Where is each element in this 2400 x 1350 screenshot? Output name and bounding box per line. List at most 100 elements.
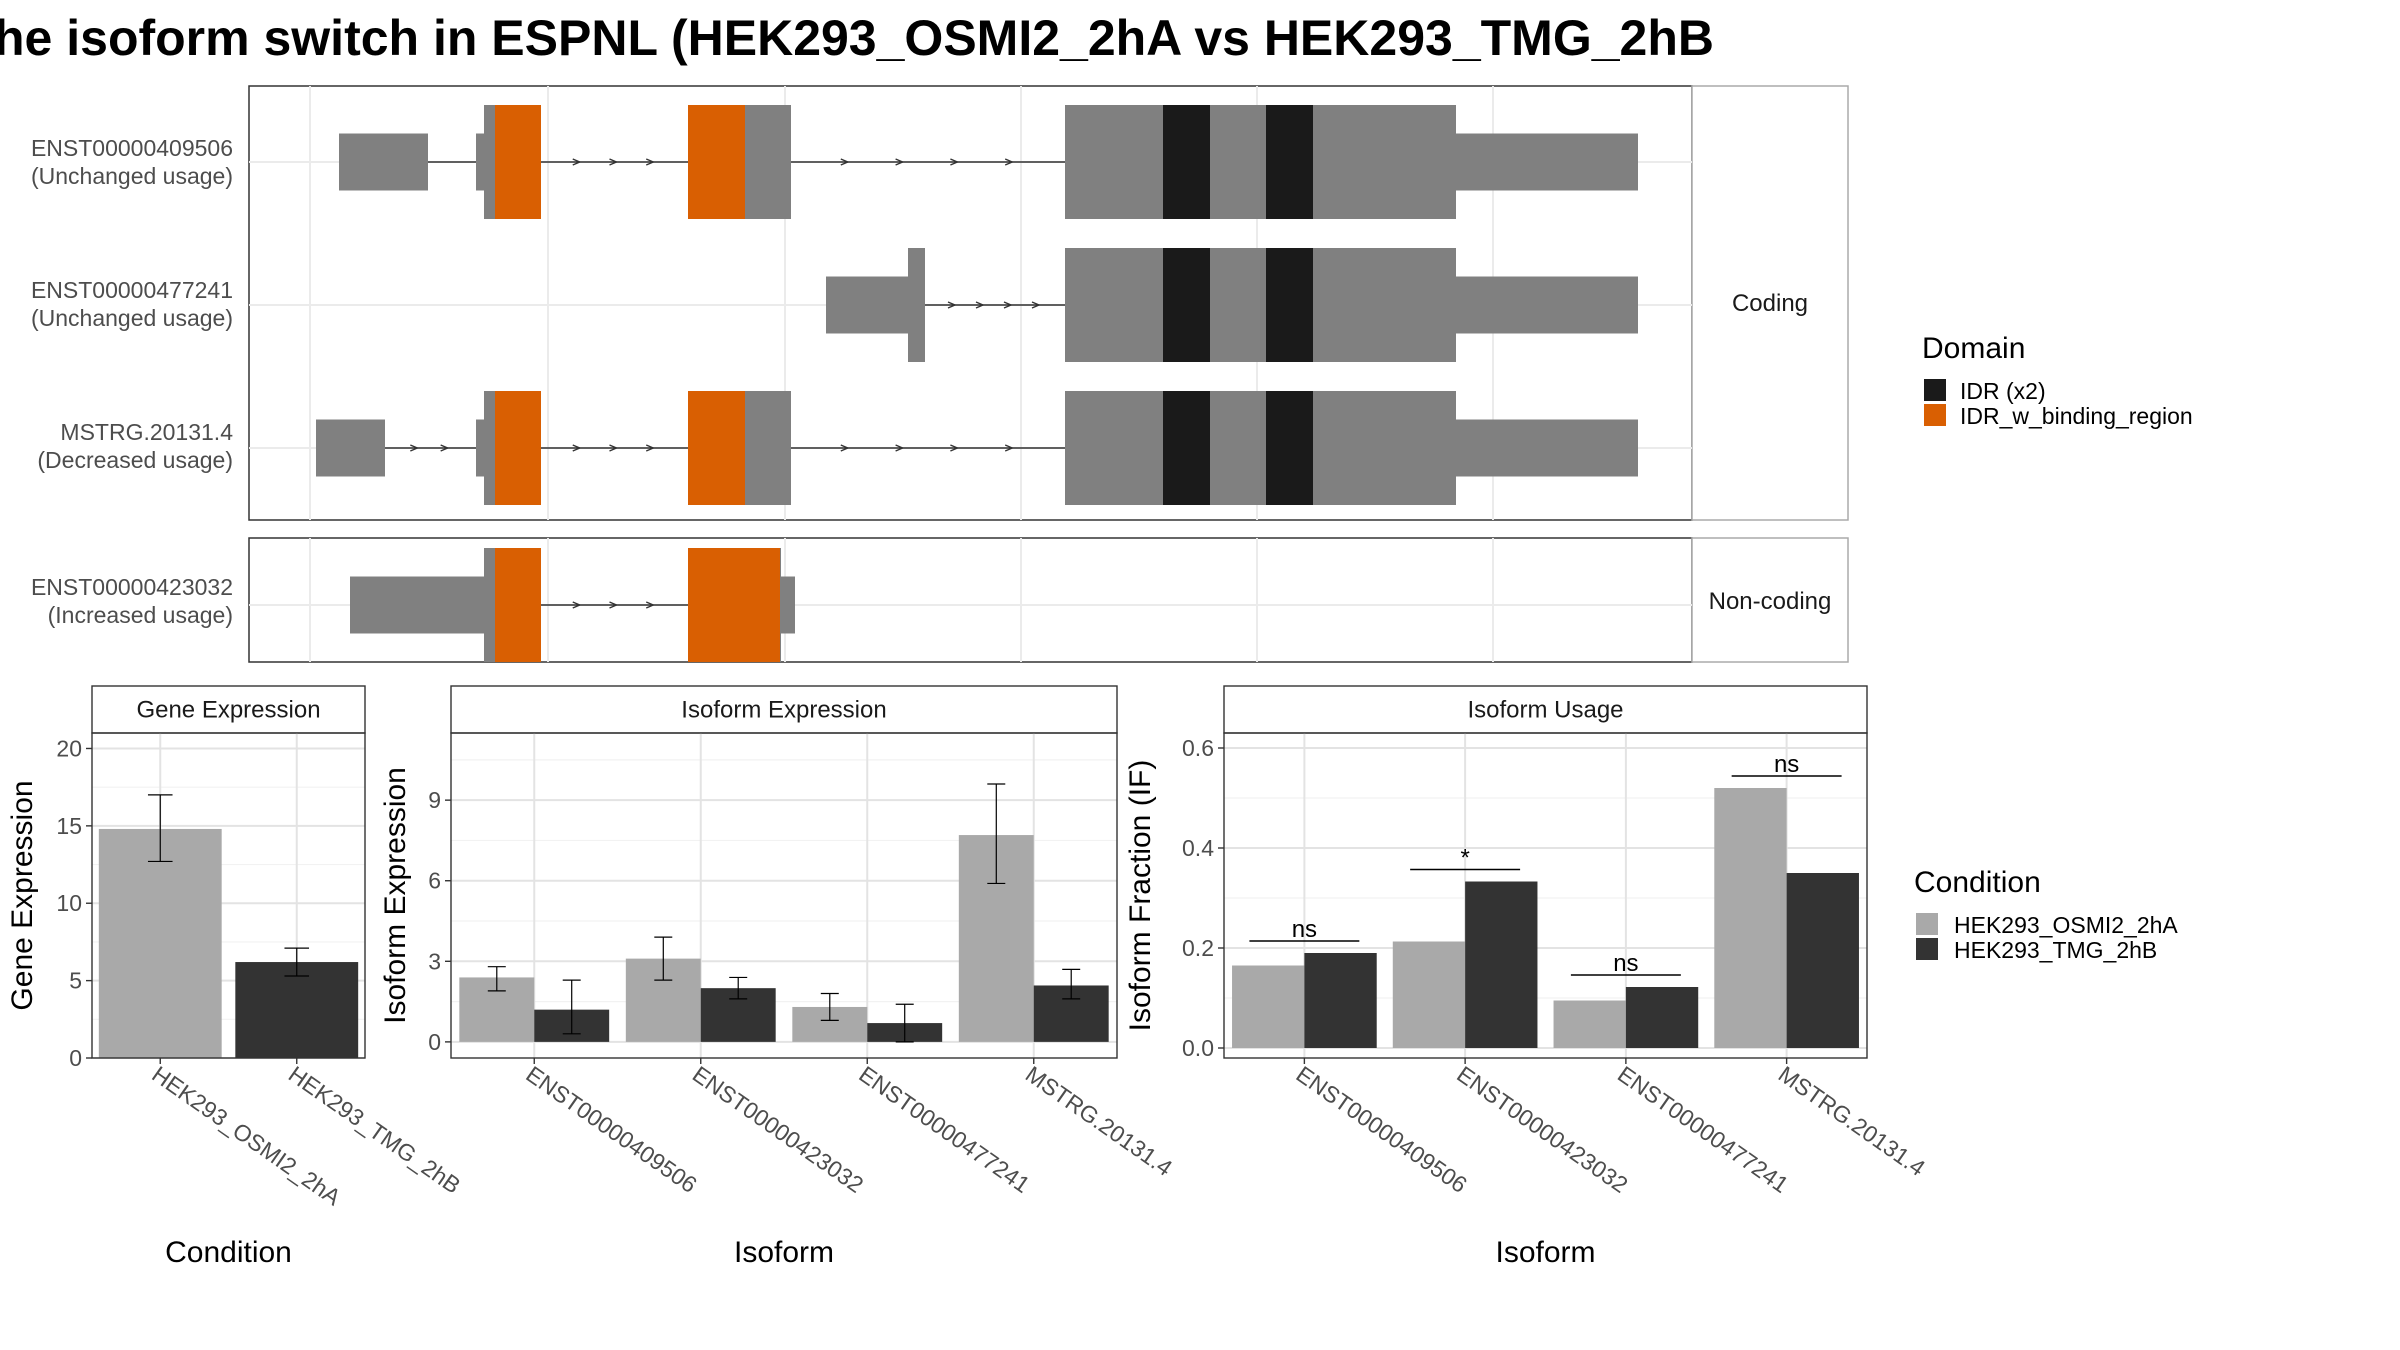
x-tick-label: ENST00000477241 bbox=[1613, 1061, 1793, 1198]
strand-arrow bbox=[609, 444, 619, 452]
domain-idr-binding bbox=[495, 391, 541, 505]
legend-label-idr-binding: IDR_w_binding_region bbox=[1960, 403, 2193, 429]
domain-idr bbox=[1266, 248, 1313, 362]
row-label-id: ENST00000423032 bbox=[31, 574, 233, 600]
strand-arrow bbox=[609, 158, 619, 166]
row-label-usage: (Increased usage) bbox=[48, 602, 233, 628]
bar bbox=[1465, 881, 1538, 1048]
exon-utr bbox=[1456, 419, 1638, 477]
strand-arrow bbox=[950, 158, 960, 166]
domain-idr-binding bbox=[495, 105, 541, 219]
strand-arrow bbox=[572, 158, 582, 166]
x-tick-label: ENST00000477241 bbox=[854, 1061, 1034, 1198]
strand-arrow bbox=[1004, 444, 1014, 452]
x-axis-title: Isoform bbox=[1495, 1236, 1595, 1269]
row-label-id: MSTRG.20131.4 bbox=[60, 419, 233, 445]
significance-label: * bbox=[1460, 845, 1469, 872]
transcript-structure-panels: Coding Non-coding ENST00000409506 (Uncha… bbox=[31, 85, 1849, 663]
strand-arrow bbox=[645, 158, 656, 166]
y-tick-label: 10 bbox=[56, 890, 82, 916]
legend-swatch-idr-binding bbox=[1924, 404, 1946, 426]
x-tick-label: MSTRG.20131.4 bbox=[1021, 1061, 1177, 1181]
structure-features bbox=[316, 105, 1638, 662]
x-tick-label: ENST00000423032 bbox=[1452, 1061, 1632, 1198]
domain-idr bbox=[1266, 391, 1313, 505]
y-tick-label: 3 bbox=[428, 948, 441, 974]
y-tick-label: 0 bbox=[428, 1029, 441, 1055]
y-axis-title: Isoform Fraction (IF) bbox=[1124, 760, 1157, 1032]
y-tick-label: 9 bbox=[428, 787, 441, 813]
facet-strip-title: Gene Expression bbox=[136, 697, 320, 724]
exon-cds bbox=[1065, 248, 1456, 362]
strand-arrow bbox=[645, 444, 656, 452]
facet-strip bbox=[450, 685, 1118, 734]
strand-arrow bbox=[947, 301, 957, 309]
domain-idr bbox=[1266, 105, 1313, 219]
legend-label-idr: IDR (x2) bbox=[1960, 378, 2046, 404]
y-tick-label: 0.6 bbox=[1182, 735, 1214, 761]
bar bbox=[1232, 965, 1305, 1048]
isoform-usage-chart: Isoform Usage ns * ns ns 0.0 0.2 0.4 0.6 ENST0000… bbox=[1124, 685, 1930, 1269]
panel-border bbox=[1223, 732, 1868, 1059]
legend-label-osmi2: HEK293_OSMI2_2hA bbox=[1954, 912, 2178, 938]
exon-utr bbox=[476, 133, 484, 191]
figure-title: he isoform switch in ESPNL (HEK293_OSMI2… bbox=[0, 10, 1714, 66]
domain-idr-binding bbox=[688, 548, 780, 662]
x-tick-label: ENST00000423032 bbox=[688, 1061, 868, 1198]
exon-utr bbox=[826, 276, 908, 334]
facet-strip-title: Isoform Usage bbox=[1467, 697, 1623, 724]
y-axis-title: Isoform Expression bbox=[379, 767, 412, 1024]
exon-utr bbox=[1456, 276, 1638, 334]
isoform-expression-chart: Isoform Expression0369ENST00000409506ENS… bbox=[379, 685, 1177, 1269]
strand-arrow bbox=[609, 601, 619, 609]
row-label-usage: (Unchanged usage) bbox=[31, 305, 233, 331]
bar bbox=[1625, 987, 1699, 1048]
condition-legend: Condition HEK293_OSMI2_2hA HEK293_TMG_2h… bbox=[1914, 866, 2178, 963]
strand-arrow bbox=[895, 158, 905, 166]
strand-arrow bbox=[1003, 301, 1013, 309]
y-tick-label: 20 bbox=[56, 735, 82, 761]
exon-cds bbox=[1065, 105, 1456, 219]
strand-arrow bbox=[410, 444, 420, 452]
significance-label: ns bbox=[1613, 950, 1638, 977]
y-tick-label: 0.4 bbox=[1182, 835, 1214, 861]
bar bbox=[1304, 953, 1377, 1048]
significance-label: ns bbox=[1774, 751, 1799, 778]
bar bbox=[1714, 788, 1787, 1048]
bar bbox=[1786, 873, 1859, 1048]
strand-arrow bbox=[572, 601, 582, 609]
exon-cds bbox=[1065, 391, 1456, 505]
legend-swatch-idr bbox=[1924, 379, 1946, 401]
bar bbox=[1553, 1000, 1626, 1048]
coding-strip-label: Coding bbox=[1732, 290, 1808, 317]
legend-swatch-tmg bbox=[1916, 938, 1938, 960]
exon-utr bbox=[1456, 133, 1638, 191]
x-tick-label: ENST00000409506 bbox=[1292, 1061, 1472, 1198]
y-tick-label: 0 bbox=[69, 1045, 82, 1071]
domain-idr-binding bbox=[688, 391, 745, 505]
exon-noncoding bbox=[780, 576, 795, 634]
y-tick-label: 0.2 bbox=[1182, 935, 1214, 961]
row-label-id: ENST00000409506 bbox=[31, 135, 233, 161]
domain-idr bbox=[1163, 248, 1210, 362]
domain-idr-binding bbox=[688, 105, 745, 219]
x-axis-title: Isoform bbox=[734, 1236, 834, 1269]
strand-arrow bbox=[440, 444, 450, 452]
bar bbox=[235, 962, 359, 1058]
noncoding-strip-label: Non-coding bbox=[1709, 588, 1832, 615]
y-axis-title: Gene Expression bbox=[6, 780, 39, 1010]
exon-noncoding bbox=[350, 576, 484, 634]
exon-cds bbox=[908, 248, 925, 362]
strand-arrow bbox=[645, 601, 656, 609]
row-label-usage: (Unchanged usage) bbox=[31, 163, 233, 189]
strand-arrow bbox=[950, 444, 960, 452]
bar bbox=[98, 828, 222, 1058]
exon-utr bbox=[339, 133, 428, 191]
y-tick-label: 15 bbox=[56, 813, 82, 839]
strand-arrow bbox=[895, 444, 905, 452]
bar bbox=[1392, 941, 1466, 1048]
coding-strip bbox=[1691, 85, 1849, 521]
domain-idr-binding bbox=[495, 548, 541, 662]
panel-border bbox=[91, 732, 366, 1059]
